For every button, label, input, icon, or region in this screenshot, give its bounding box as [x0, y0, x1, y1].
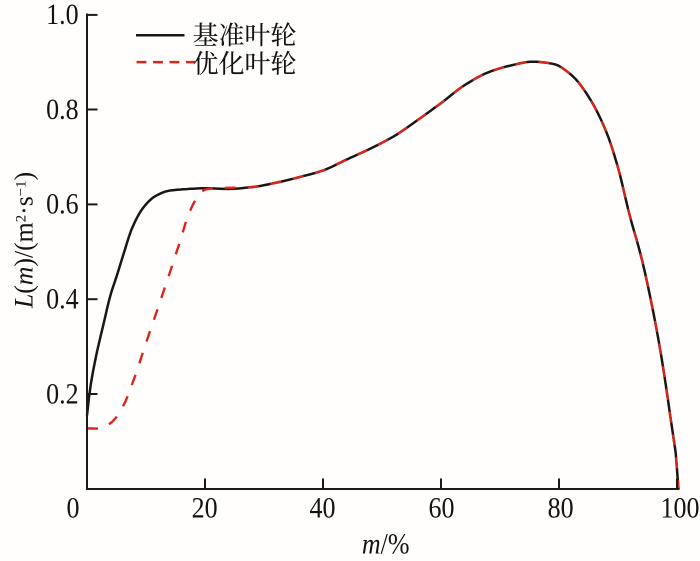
svg-text:L(m)/(m2·s−1): L(m)/(m2·s−1): [9, 172, 38, 309]
svg-text:80: 80: [548, 492, 574, 525]
svg-text:60: 60: [429, 492, 455, 525]
svg-text:0.2: 0.2: [46, 378, 79, 411]
svg-text:0.4: 0.4: [46, 283, 79, 316]
svg-text:100: 100: [661, 492, 700, 525]
svg-text:1.0: 1.0: [46, 0, 79, 32]
svg-text:0.6: 0.6: [46, 188, 79, 221]
svg-text:m/%: m/%: [362, 528, 410, 561]
svg-text:20: 20: [192, 492, 218, 525]
svg-text:40: 40: [310, 492, 336, 525]
svg-text:0: 0: [66, 492, 79, 525]
svg-text:0.8: 0.8: [46, 93, 79, 126]
